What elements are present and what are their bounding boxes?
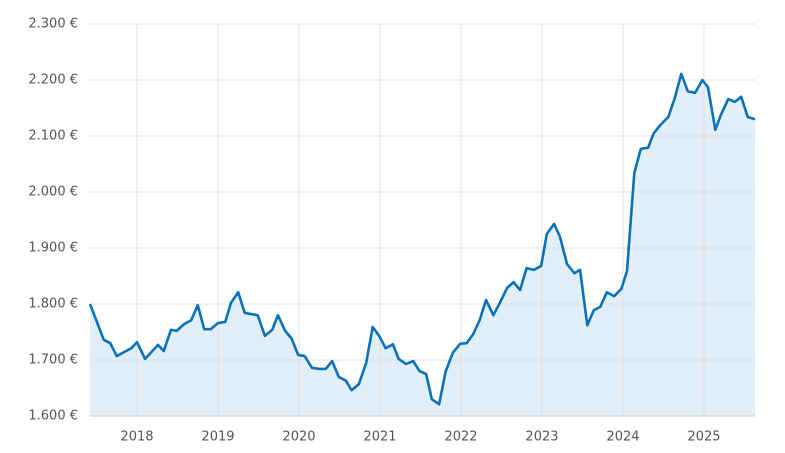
y-tick-label: 2.000 €	[28, 185, 78, 200]
y-tick-label: 1.700 €	[28, 353, 78, 368]
x-tick-label: 2024	[606, 430, 639, 445]
y-tick-label: 2.100 €	[28, 129, 78, 144]
x-tick-label: 2022	[444, 430, 477, 445]
grid	[90, 23, 755, 417]
x-tick-label: 2019	[201, 430, 234, 445]
area-fill	[90, 73, 755, 416]
y-tick-label: 1.600 €	[28, 409, 78, 424]
y-tick-label: 1.800 €	[28, 297, 78, 312]
x-tick-label: 2021	[363, 430, 396, 445]
x-tick-label: 2023	[525, 430, 558, 445]
x-tick-label: 2020	[282, 430, 315, 445]
line	[88, 72, 756, 406]
x-tick-label: 2025	[687, 430, 720, 445]
y-tick-label: 2.300 €	[28, 17, 78, 32]
y-tick-label: 2.200 €	[28, 73, 78, 88]
y-tick-label: 1.900 €	[28, 241, 78, 256]
x-tick-label: 2018	[120, 430, 153, 445]
